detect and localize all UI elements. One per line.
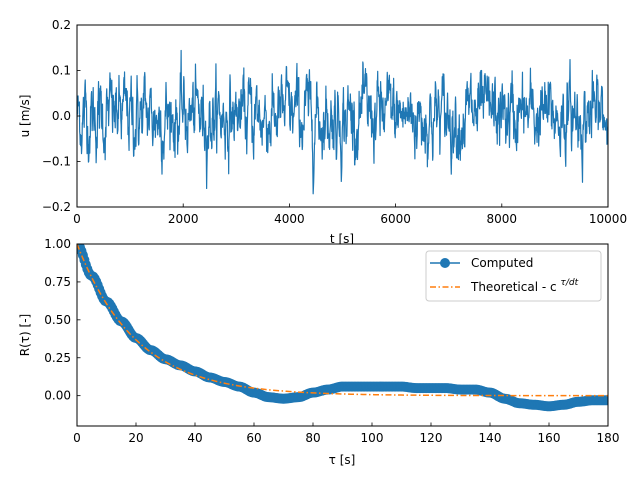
legend-computed-marker xyxy=(440,258,450,268)
bottom-x-axis-label: τ [s] xyxy=(329,453,356,467)
bottom-series-group xyxy=(77,244,608,412)
top-ytick-label: −0.1 xyxy=(42,155,71,169)
legend: Computed Theoretical - c τ/dt xyxy=(425,250,602,302)
top-series-group xyxy=(77,49,608,195)
bottom-axes: 0 20 40 60 80 100 120 140 160 180 0.00 0.25 0.50 0.7… xyxy=(18,237,619,467)
top-x-ticks: 0 2000 4000 6000 8000 10000 xyxy=(73,203,627,226)
bottom-xtick-label: 180 xyxy=(597,431,620,445)
computed-point xyxy=(603,395,608,406)
top-ytick-label: −0.2 xyxy=(42,200,71,214)
bottom-xtick-label: 160 xyxy=(538,431,561,445)
bottom-x-ticks: 0 20 40 60 80 100 120 140 160 180 xyxy=(73,422,620,445)
bottom-xtick-label: 60 xyxy=(246,431,261,445)
bottom-xtick-label: 100 xyxy=(361,431,384,445)
bottom-axes-frame xyxy=(76,243,609,427)
top-ytick-label: 0.1 xyxy=(52,64,71,78)
legend-box xyxy=(425,250,602,302)
top-xtick-label: 6000 xyxy=(380,212,411,226)
top-xtick-label: 10000 xyxy=(589,212,627,226)
top-series-line-u xyxy=(77,49,608,195)
bottom-y-axis-label: R(τ) [-] xyxy=(18,314,32,356)
top-xtick-label: 2000 xyxy=(168,212,199,226)
top-xtick-label: 4000 xyxy=(274,212,305,226)
bottom-xtick-label: 20 xyxy=(128,431,143,445)
bottom-ytick-label: 0.00 xyxy=(44,389,71,403)
bottom-ytick-label: 0.50 xyxy=(44,313,71,327)
top-xtick-label: 8000 xyxy=(487,212,518,226)
top-y-ticks: −0.2 −0.1 0.0 0.1 0.2 xyxy=(42,18,81,214)
top-ytick-label: 0.0 xyxy=(52,109,71,123)
top-axes: 0 2000 4000 6000 8000 10000 −0.2 −0.1 0.0 0.1 0.2… xyxy=(18,18,627,246)
top-y-axis-label: u [m/s] xyxy=(18,95,32,138)
bottom-ytick-label: 1.00 xyxy=(44,237,71,251)
bottom-y-ticks: 0.00 0.25 0.50 0.75 1.00 xyxy=(44,237,81,403)
theoretical-series-line xyxy=(77,244,608,397)
bottom-xtick-label: 80 xyxy=(305,431,320,445)
bottom-xtick-label: 0 xyxy=(73,431,81,445)
legend-theoretical-superscript: τ/dt xyxy=(560,278,578,288)
top-x-axis-label: t [s] xyxy=(330,232,354,246)
bottom-ytick-label: 0.25 xyxy=(44,351,71,365)
bottom-xtick-label: 40 xyxy=(187,431,202,445)
bottom-xtick-label: 120 xyxy=(420,431,443,445)
legend-theoretical-text: Theoretical - c xyxy=(470,280,557,294)
bottom-xtick-label: 140 xyxy=(479,431,502,445)
legend-computed-label: Computed xyxy=(471,256,533,270)
top-xtick-label: 0 xyxy=(73,212,81,226)
legend-theoretical-label: Theoretical - c τ/dt xyxy=(470,278,579,294)
bottom-ytick-label: 0.75 xyxy=(44,275,71,289)
top-ytick-label: 0.2 xyxy=(52,18,71,32)
